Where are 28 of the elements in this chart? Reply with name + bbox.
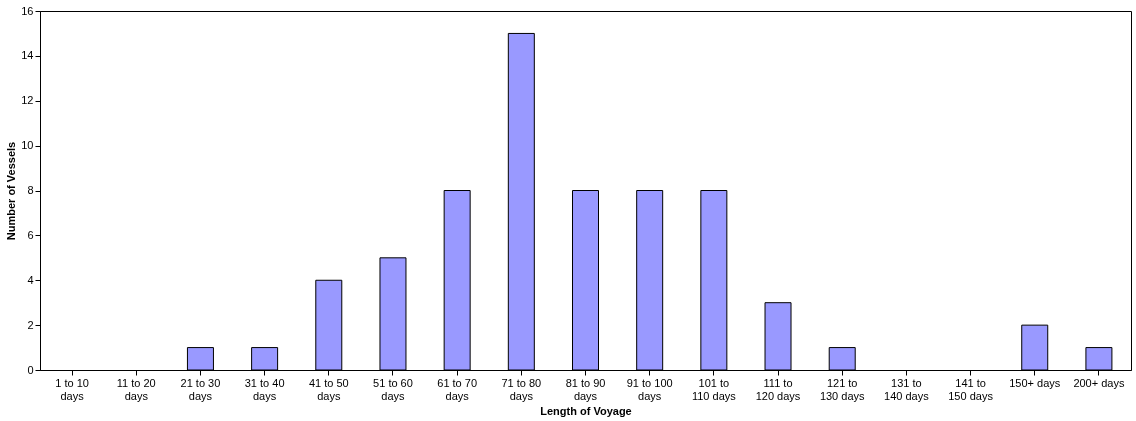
x-tick-label: 21 to 30 days xyxy=(180,376,221,402)
x-tick-label: 150+ days xyxy=(1009,376,1061,389)
y-tick-label: 0 xyxy=(27,363,34,376)
y-tick-label: 14 xyxy=(21,49,34,62)
x-tick-label: 121 to 130 days xyxy=(819,376,866,402)
x-tick-label: 51 to 60 days xyxy=(373,376,413,402)
x-tick-label: 71 to 80 days xyxy=(501,376,542,402)
x-tick-label: 41 to 50 days xyxy=(308,376,349,402)
x-tick-label: 111 to 120 days xyxy=(755,376,801,402)
y-tick-label: 2 xyxy=(27,318,34,331)
y-tick-label: 10 xyxy=(21,139,34,152)
y-axis-title: Number of Vessels xyxy=(5,141,18,241)
x-tick-label: 101 to 110 days xyxy=(691,376,737,402)
y-tick-label: 4 xyxy=(27,273,34,286)
x-tick-label: 131 to 140 days xyxy=(884,376,930,402)
x-tick-label: 141 to 150 days xyxy=(948,376,994,402)
y-tick-label: 12 xyxy=(21,94,34,107)
x-tick-label: 11 to 20 days xyxy=(116,376,156,402)
x-axis-title: Length of Voyage xyxy=(540,404,632,417)
x-tick-label: 31 to 40 days xyxy=(244,376,285,402)
y-tick-label: 8 xyxy=(27,184,34,196)
x-tick-label: 61 to 70 days xyxy=(437,376,478,402)
y-tick-label: 6 xyxy=(27,228,34,241)
x-tick-label: 91 to 100 days xyxy=(626,376,673,402)
x-tick-label: 1 to 10 days xyxy=(55,376,89,402)
x-tick-label: 200+ days xyxy=(1073,376,1125,389)
y-tick-label: 16 xyxy=(21,4,34,17)
x-tick-label: 81 to 90 days xyxy=(565,376,606,402)
